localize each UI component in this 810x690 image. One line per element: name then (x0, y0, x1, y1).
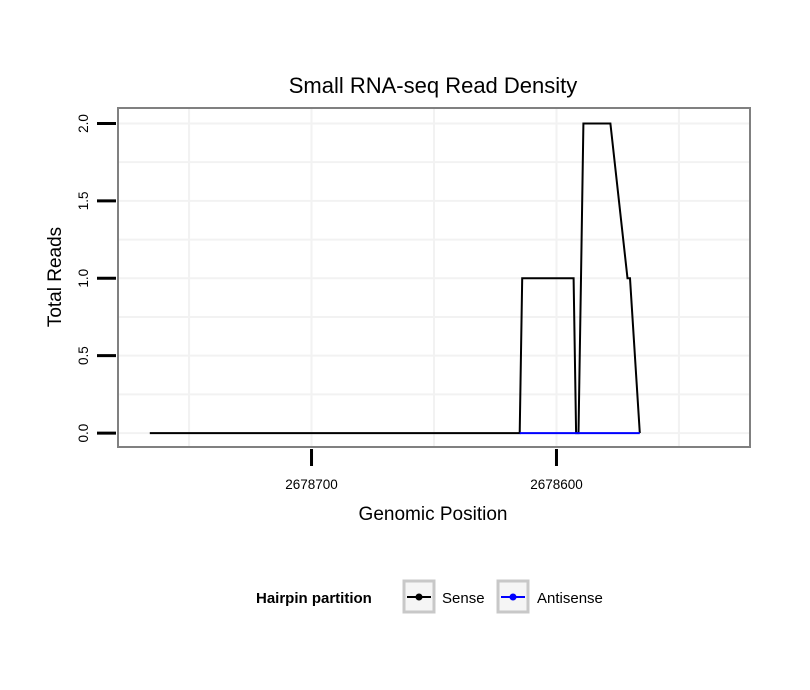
legend-title: Hairpin partition (256, 590, 372, 607)
plot-panel-border (117, 107, 751, 448)
y-axis-title: Total Reads (45, 227, 66, 327)
y-tick-label: 0.5 (76, 346, 91, 365)
legend-label-antisense: Antisense (537, 590, 603, 607)
y-tick-label: 1.5 (76, 191, 91, 210)
x-tick-label: 2678700 (285, 477, 338, 492)
x-tick-label: 2678600 (530, 477, 583, 492)
y-tick-label: 1.0 (76, 269, 91, 288)
y-tick-label: 0.0 (76, 424, 91, 443)
x-axis-title: Genomic Position (359, 504, 508, 525)
series-line-sense (149, 122, 641, 435)
grid (118, 108, 750, 447)
legend-label-sense: Sense (442, 590, 485, 607)
axes: 0.0 0.5 1.0 1.5 2.0 2678700 2678600 (76, 114, 583, 492)
series-layer (149, 122, 641, 435)
chart-title: Small RNA-seq Read Density (289, 73, 578, 98)
legend-swatch-sense-point (415, 593, 423, 601)
legend-swatch-antisense-point (509, 593, 517, 601)
legend: Hairpin partition Sense Antisense (256, 579, 603, 614)
y-tick-label: 2.0 (76, 114, 91, 133)
